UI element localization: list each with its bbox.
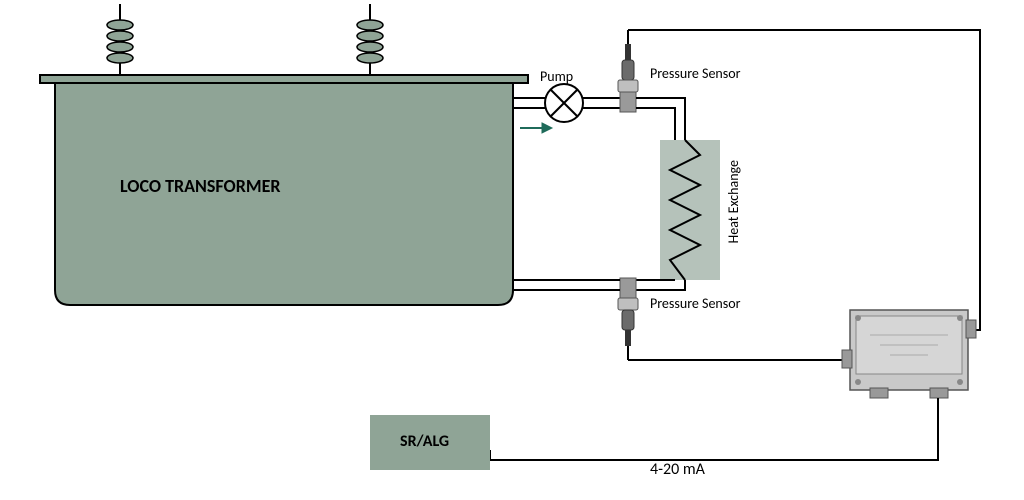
heat-exchange-label: Heat Exchange xyxy=(725,160,742,243)
pressure-sensor-top-label: Pressure Sensor xyxy=(650,65,741,82)
current-label: 4-20 mA xyxy=(650,460,705,479)
transformer-label: LOCO TRANSFORMER xyxy=(120,175,281,197)
flow-arrow xyxy=(520,123,552,133)
amplifier-box xyxy=(842,310,976,398)
pipe-from-hx-1 xyxy=(636,280,685,290)
pressure-sensor-top xyxy=(618,30,638,112)
pressure-sensor-bottom-label: Pressure Sensor xyxy=(650,295,741,312)
sralg-label: SR/ALG xyxy=(400,432,449,451)
tank-lip xyxy=(40,75,528,83)
bushing-2 xyxy=(357,4,383,75)
bushing-1 xyxy=(107,4,133,75)
wire-output xyxy=(490,398,938,460)
pipe-to-hx-2 xyxy=(636,108,675,140)
pump-icon xyxy=(545,84,583,122)
pipe-to-hx-1 xyxy=(636,98,685,140)
diagram-canvas xyxy=(0,0,1024,500)
pressure-sensor-bottom xyxy=(618,278,638,360)
pump-label: Pump xyxy=(540,68,573,85)
